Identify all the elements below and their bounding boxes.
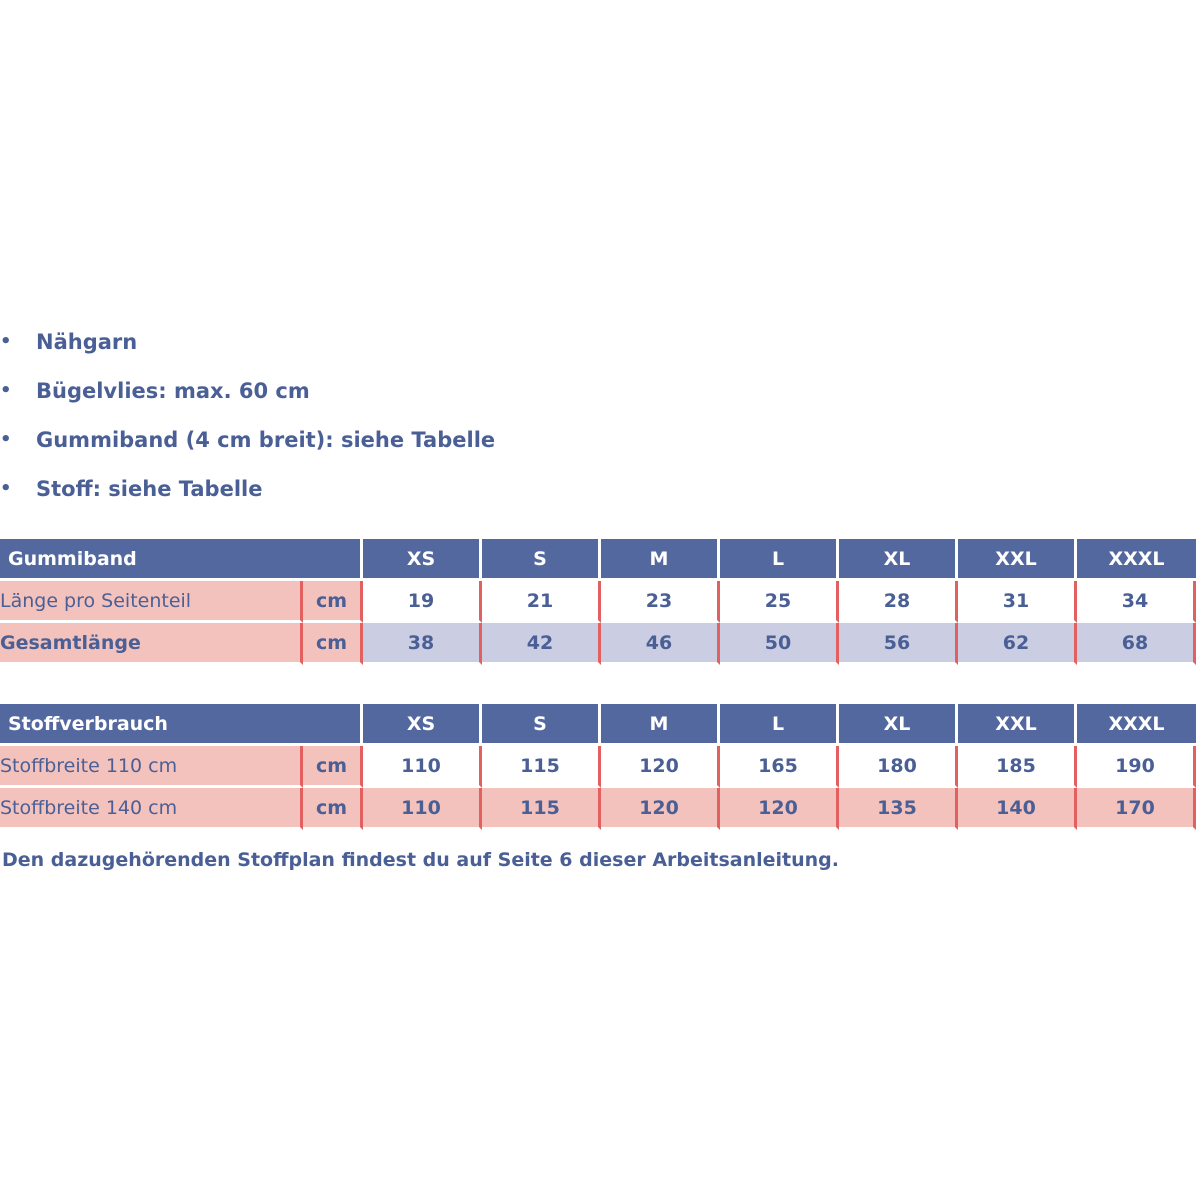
table-cell: 62 bbox=[958, 623, 1077, 665]
stoffverbrauch-header-row: Stoffverbrauch XS S M L XL XXL XXXL bbox=[0, 704, 1196, 746]
table-cell: 110 bbox=[363, 746, 482, 788]
footer-note: Den dazugehörenden Stoffplan findest du … bbox=[2, 849, 840, 871]
materials-item-text: Stoff: siehe Tabelle bbox=[36, 477, 263, 501]
size-header: S bbox=[482, 704, 601, 746]
bullet-icon: • bbox=[0, 429, 12, 450]
row-unit: cm bbox=[303, 746, 363, 788]
row-label: Stoffbreite 110 cm bbox=[0, 746, 303, 788]
table-row: Gesamtlänge cm 38 42 46 50 56 62 68 bbox=[0, 623, 1196, 665]
table-row: Stoffbreite 140 cm cm 110 115 120 120 13… bbox=[0, 788, 1196, 830]
bullet-icon: • bbox=[0, 478, 12, 499]
bullet-icon: • bbox=[0, 331, 12, 352]
size-header: XXL bbox=[958, 704, 1077, 746]
materials-list: • Nähgarn • Bügelvlies: max. 60 cm • Gummib… bbox=[0, 322, 495, 518]
table-cell: 42 bbox=[482, 623, 601, 665]
gummiband-header-row: Gummiband XS S M L XL XXL XXXL bbox=[0, 539, 1196, 581]
table-cell: 115 bbox=[482, 746, 601, 788]
table-cell: 120 bbox=[601, 788, 720, 830]
table-cell: 120 bbox=[601, 746, 720, 788]
table-cell: 120 bbox=[720, 788, 839, 830]
table-cell: 31 bbox=[958, 581, 1077, 623]
table-cell: 23 bbox=[601, 581, 720, 623]
table-cell: 140 bbox=[958, 788, 1077, 830]
materials-item: • Stoff: siehe Tabelle bbox=[0, 469, 495, 518]
table-cell: 50 bbox=[720, 623, 839, 665]
table-cell: 110 bbox=[363, 788, 482, 830]
materials-item: • Nähgarn bbox=[0, 322, 495, 371]
row-label: Länge pro Seitenteil bbox=[0, 581, 303, 623]
size-header: XXXL bbox=[1077, 539, 1196, 581]
size-header: L bbox=[720, 704, 839, 746]
row-unit: cm bbox=[303, 581, 363, 623]
materials-item-text: Nähgarn bbox=[36, 330, 138, 354]
size-header: M bbox=[601, 539, 720, 581]
size-header: XXL bbox=[958, 539, 1077, 581]
table-cell: 46 bbox=[601, 623, 720, 665]
size-header: XL bbox=[839, 704, 958, 746]
table-cell: 115 bbox=[482, 788, 601, 830]
materials-item: • Bügelvlies: max. 60 cm bbox=[0, 371, 495, 420]
table-cell: 19 bbox=[363, 581, 482, 623]
table-cell: 38 bbox=[363, 623, 482, 665]
size-header: XS bbox=[363, 539, 482, 581]
bullet-icon: • bbox=[0, 380, 12, 401]
table-row: Länge pro Seitenteil cm 19 21 23 25 28 3… bbox=[0, 581, 1196, 623]
table-cell: 56 bbox=[839, 623, 958, 665]
gummiband-title: Gummiband bbox=[0, 539, 363, 581]
table-cell: 25 bbox=[720, 581, 839, 623]
gummiband-table: Gummiband XS S M L XL XXL XXXL Länge pro… bbox=[0, 539, 1196, 665]
materials-item: • Gummiband (4 cm breit): siehe Tabelle bbox=[0, 420, 495, 469]
row-unit: cm bbox=[303, 623, 363, 665]
table-cell: 190 bbox=[1077, 746, 1196, 788]
table-cell: 28 bbox=[839, 581, 958, 623]
table-cell: 21 bbox=[482, 581, 601, 623]
row-label: Gesamtlänge bbox=[0, 623, 303, 665]
materials-item-text: Bügelvlies: max. 60 cm bbox=[36, 379, 310, 403]
table-cell: 34 bbox=[1077, 581, 1196, 623]
size-header: S bbox=[482, 539, 601, 581]
size-header: L bbox=[720, 539, 839, 581]
size-header: XXXL bbox=[1077, 704, 1196, 746]
table-cell: 68 bbox=[1077, 623, 1196, 665]
stoffverbrauch-title: Stoffverbrauch bbox=[0, 704, 363, 746]
table-cell: 170 bbox=[1077, 788, 1196, 830]
size-header: XL bbox=[839, 539, 958, 581]
size-header: M bbox=[601, 704, 720, 746]
size-header: XS bbox=[363, 704, 482, 746]
row-unit: cm bbox=[303, 788, 363, 830]
table-cell: 185 bbox=[958, 746, 1077, 788]
table-row: Stoffbreite 110 cm cm 110 115 120 165 18… bbox=[0, 746, 1196, 788]
stoffverbrauch-table: Stoffverbrauch XS S M L XL XXL XXXL Stof… bbox=[0, 704, 1196, 830]
table-cell: 180 bbox=[839, 746, 958, 788]
table-cell: 135 bbox=[839, 788, 958, 830]
table-cell: 165 bbox=[720, 746, 839, 788]
materials-item-text: Gummiband (4 cm breit): siehe Tabelle bbox=[36, 428, 496, 452]
row-label: Stoffbreite 140 cm bbox=[0, 788, 303, 830]
